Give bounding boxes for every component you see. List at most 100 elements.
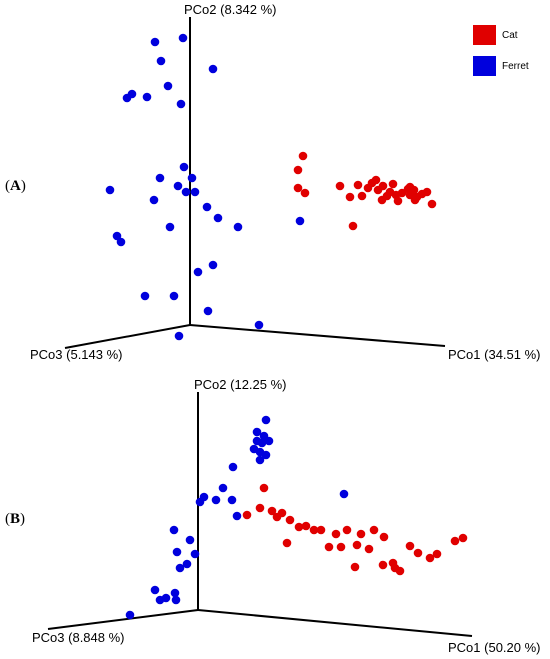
point-ferret: [142, 92, 152, 102]
point-ferret: [173, 181, 183, 191]
panel-a-label: (A): [5, 178, 26, 194]
point-cat: [413, 548, 423, 558]
point-ferret: [227, 495, 237, 505]
point-cat: [282, 538, 292, 548]
point-ferret: [116, 237, 126, 247]
point-cat: [369, 525, 379, 535]
point-ferret: [261, 415, 271, 425]
panel-b-y-axis-label: PCo2 (12.25 %): [194, 377, 287, 392]
point-ferret: [203, 306, 213, 316]
legend-label-cat: Cat: [502, 30, 518, 41]
point-cat: [425, 553, 435, 563]
point-cat: [255, 503, 265, 513]
point-cat: [379, 532, 389, 542]
point-cat: [378, 181, 388, 191]
legend: Cat Ferret: [473, 25, 529, 76]
point-ferret: [232, 511, 242, 521]
point-ferret: [179, 162, 189, 172]
point-cat: [324, 542, 334, 552]
point-cat: [336, 542, 346, 552]
panel-a-axes: [64, 17, 446, 349]
point-ferret: [178, 33, 188, 43]
panel-b-points: [125, 415, 468, 620]
panel-a-x-axis: [189, 324, 446, 347]
point-ferret: [295, 216, 305, 226]
point-cat: [350, 562, 360, 572]
point-cat: [335, 181, 345, 191]
point-ferret: [172, 547, 182, 557]
point-ferret: [182, 559, 192, 569]
point-ferret: [261, 450, 271, 460]
legend-swatch-ferret: [473, 56, 496, 76]
point-ferret: [254, 320, 264, 330]
point-ferret: [213, 213, 223, 223]
point-cat: [356, 529, 366, 539]
point-ferret: [190, 187, 200, 197]
point-ferret: [155, 173, 165, 183]
point-ferret: [228, 462, 238, 472]
point-cat: [353, 180, 363, 190]
point-ferret: [163, 81, 173, 91]
point-ferret: [105, 185, 115, 195]
point-cat: [293, 183, 303, 193]
panel-a-points: [105, 33, 437, 341]
point-ferret: [169, 525, 179, 535]
point-ferret: [187, 173, 197, 183]
panel-b-z-axis: [47, 609, 199, 630]
point-ferret: [195, 497, 205, 507]
point-ferret: [185, 535, 195, 545]
point-cat: [285, 515, 295, 525]
point-ferret: [169, 291, 179, 301]
point-cat: [432, 549, 442, 559]
point-cat: [422, 187, 432, 197]
point-cat: [259, 483, 269, 493]
point-ferret: [264, 436, 274, 446]
point-ferret: [218, 483, 228, 493]
panel-b-z-axis-label: PCo3 (8.848 %): [32, 630, 125, 645]
point-ferret: [171, 595, 181, 605]
point-cat: [298, 151, 308, 161]
point-cat: [410, 195, 420, 205]
point-cat: [277, 508, 287, 518]
point-ferret: [170, 588, 180, 598]
point-cat: [309, 525, 319, 535]
point-ferret: [174, 331, 184, 341]
panel-b-x-axis: [197, 609, 473, 637]
point-ferret: [208, 260, 218, 270]
point-ferret: [156, 56, 166, 66]
point-cat: [371, 175, 381, 185]
legend-label-ferret: Ferret: [502, 61, 529, 72]
panel-a-z-axis-label: PCo3 (5.143 %): [30, 347, 123, 362]
point-ferret: [233, 222, 243, 232]
point-cat: [450, 536, 460, 546]
panel-a-letter: A: [10, 178, 21, 194]
point-cat: [242, 510, 252, 520]
point-cat: [378, 560, 388, 570]
point-cat: [267, 506, 277, 516]
point-cat: [301, 521, 311, 531]
point-cat: [390, 563, 400, 573]
point-cat: [342, 525, 352, 535]
point-cat: [331, 529, 341, 539]
point-ferret: [140, 291, 150, 301]
panel-a-y-axis-label: PCo2 (8.342 %): [184, 2, 277, 17]
point-cat: [316, 525, 326, 535]
point-ferret: [155, 595, 165, 605]
point-ferret: [175, 563, 185, 573]
point-cat: [293, 165, 303, 175]
point-ferret: [211, 495, 221, 505]
point-ferret: [150, 37, 160, 47]
point-ferret: [202, 202, 212, 212]
panel-a-x-axis-label: PCo1 (34.51 %): [448, 347, 541, 362]
point-ferret: [176, 99, 186, 109]
point-ferret: [125, 610, 135, 620]
point-cat: [427, 199, 437, 209]
point-ferret: [252, 427, 262, 437]
point-cat: [345, 192, 355, 202]
point-cat: [405, 182, 415, 192]
point-ferret: [149, 195, 159, 205]
point-cat: [357, 191, 367, 201]
point-ferret: [339, 489, 349, 499]
legend-swatch-cat: [473, 25, 496, 45]
